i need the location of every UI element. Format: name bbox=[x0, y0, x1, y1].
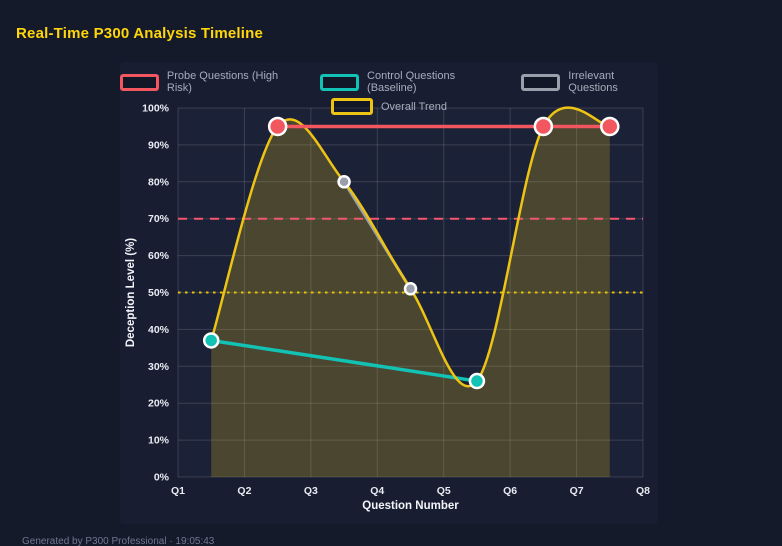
legend-swatch bbox=[330, 98, 373, 115]
y-axis-tick: 100% bbox=[142, 103, 170, 115]
x-axis-tick: Q5 bbox=[437, 485, 451, 497]
data-point[interactable] bbox=[337, 175, 351, 189]
data-point[interactable] bbox=[533, 116, 554, 137]
legend-item-control-questions-baseline-[interactable]: Control Questions (Baseline) bbox=[320, 70, 495, 94]
data-point[interactable] bbox=[267, 116, 288, 137]
y-axis-tick: 60% bbox=[148, 250, 170, 262]
y-axis-tick: 80% bbox=[148, 176, 170, 188]
legend-item-probe-questions-high-risk-[interactable]: Probe Questions (High Risk) bbox=[120, 70, 294, 94]
legend-item-irrelevant-questions[interactable]: Irrelevant Questions bbox=[521, 70, 658, 94]
legend-row: Probe Questions (High Risk) Control Quest… bbox=[120, 70, 658, 94]
legend-label: Overall Trend bbox=[380, 100, 448, 113]
legend-label: Control Questions (Baseline) bbox=[367, 70, 456, 94]
chart-canvas: 0% 10% 20% 30% 40% 50% 60% 70% 80% 90% 100% Q1 Q2 Q3 Q… bbox=[125, 103, 650, 513]
y-axis-tick: 10% bbox=[148, 435, 170, 447]
y-axis-tick: 0% bbox=[154, 472, 170, 484]
data-point[interactable] bbox=[403, 282, 418, 296]
legend-label: Irrelevant Questions bbox=[568, 70, 618, 94]
x-axis-title: Question Number bbox=[362, 500, 459, 512]
x-axis-tick: Q7 bbox=[570, 485, 584, 497]
x-axis-tick: Q6 bbox=[503, 485, 517, 497]
series-line-control-questions-baseline- bbox=[209, 338, 479, 383]
y-axis-title: Deception Level (%) bbox=[125, 238, 137, 347]
y-axis-tick: 90% bbox=[148, 139, 170, 151]
y-axis-tick: 70% bbox=[148, 213, 170, 225]
y-axis-tick: 30% bbox=[148, 361, 170, 373]
legend-swatch bbox=[521, 73, 561, 91]
data-point[interactable] bbox=[202, 332, 220, 349]
legend-row: Overall Trend bbox=[330, 98, 448, 115]
chart-legend: Probe Questions (High Risk) Control Quest… bbox=[120, 70, 658, 115]
legend-swatch bbox=[320, 73, 360, 91]
legend-label: Probe Questions (High Risk) bbox=[166, 70, 279, 94]
x-axis-tick: Q4 bbox=[370, 485, 384, 497]
data-point[interactable] bbox=[600, 116, 620, 137]
legend-item-overall-trend[interactable]: Overall Trend bbox=[330, 98, 448, 115]
x-axis-tick: Q8 bbox=[636, 485, 650, 497]
x-axis-tick: Q2 bbox=[237, 485, 251, 497]
footer-note: Generated by P300 Professional · 19:05:4… bbox=[22, 536, 215, 546]
data-point[interactable] bbox=[468, 372, 486, 390]
x-axis-tick: Q1 bbox=[171, 485, 185, 497]
y-axis-tick: 20% bbox=[148, 398, 170, 410]
legend-swatch bbox=[120, 73, 159, 91]
page-title: Real-Time P300 Analysis Timeline bbox=[16, 25, 264, 42]
y-axis-tick: 50% bbox=[148, 287, 170, 299]
x-axis-tick: Q3 bbox=[304, 485, 318, 497]
chart-panel: Probe Questions (High Risk) Control Quest… bbox=[120, 62, 658, 524]
y-axis-tick: 40% bbox=[148, 324, 170, 336]
